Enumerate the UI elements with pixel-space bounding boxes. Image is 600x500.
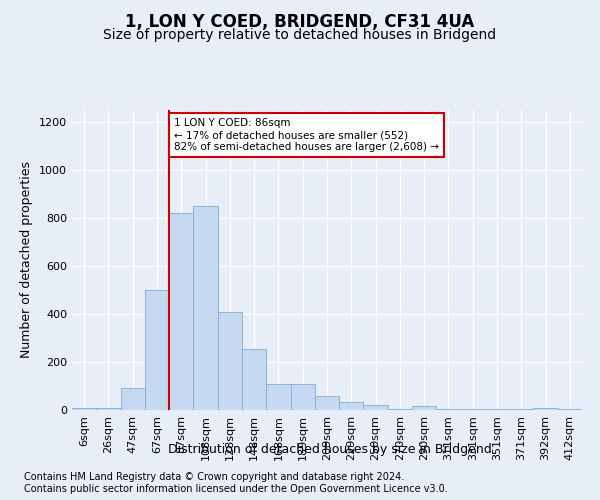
Bar: [461, 409, 485, 410]
Bar: [558, 409, 582, 410]
Bar: [315, 396, 339, 410]
Bar: [218, 312, 242, 410]
Bar: [388, 409, 412, 410]
Bar: [533, 408, 558, 410]
Text: Size of property relative to detached houses in Bridgend: Size of property relative to detached ho…: [103, 28, 497, 42]
Bar: [266, 384, 290, 410]
Bar: [145, 290, 169, 410]
Text: 1 LON Y COED: 86sqm
← 17% of detached houses are smaller (552)
82% of semi-detac: 1 LON Y COED: 86sqm ← 17% of detached ho…: [174, 118, 439, 152]
Bar: [72, 408, 96, 410]
Bar: [242, 349, 266, 410]
Bar: [364, 405, 388, 410]
Bar: [290, 384, 315, 410]
Bar: [485, 409, 509, 410]
Bar: [412, 406, 436, 410]
Y-axis label: Number of detached properties: Number of detached properties: [20, 162, 34, 358]
Bar: [339, 402, 364, 410]
Bar: [121, 388, 145, 410]
Text: Distribution of detached houses by size in Bridgend: Distribution of detached houses by size …: [168, 442, 492, 456]
Bar: [436, 409, 461, 410]
Bar: [169, 213, 193, 410]
Bar: [509, 409, 533, 410]
Bar: [96, 408, 121, 410]
Text: Contains public sector information licensed under the Open Government Licence v3: Contains public sector information licen…: [24, 484, 448, 494]
Text: Contains HM Land Registry data © Crown copyright and database right 2024.: Contains HM Land Registry data © Crown c…: [24, 472, 404, 482]
Bar: [193, 206, 218, 410]
Text: 1, LON Y COED, BRIDGEND, CF31 4UA: 1, LON Y COED, BRIDGEND, CF31 4UA: [125, 12, 475, 30]
